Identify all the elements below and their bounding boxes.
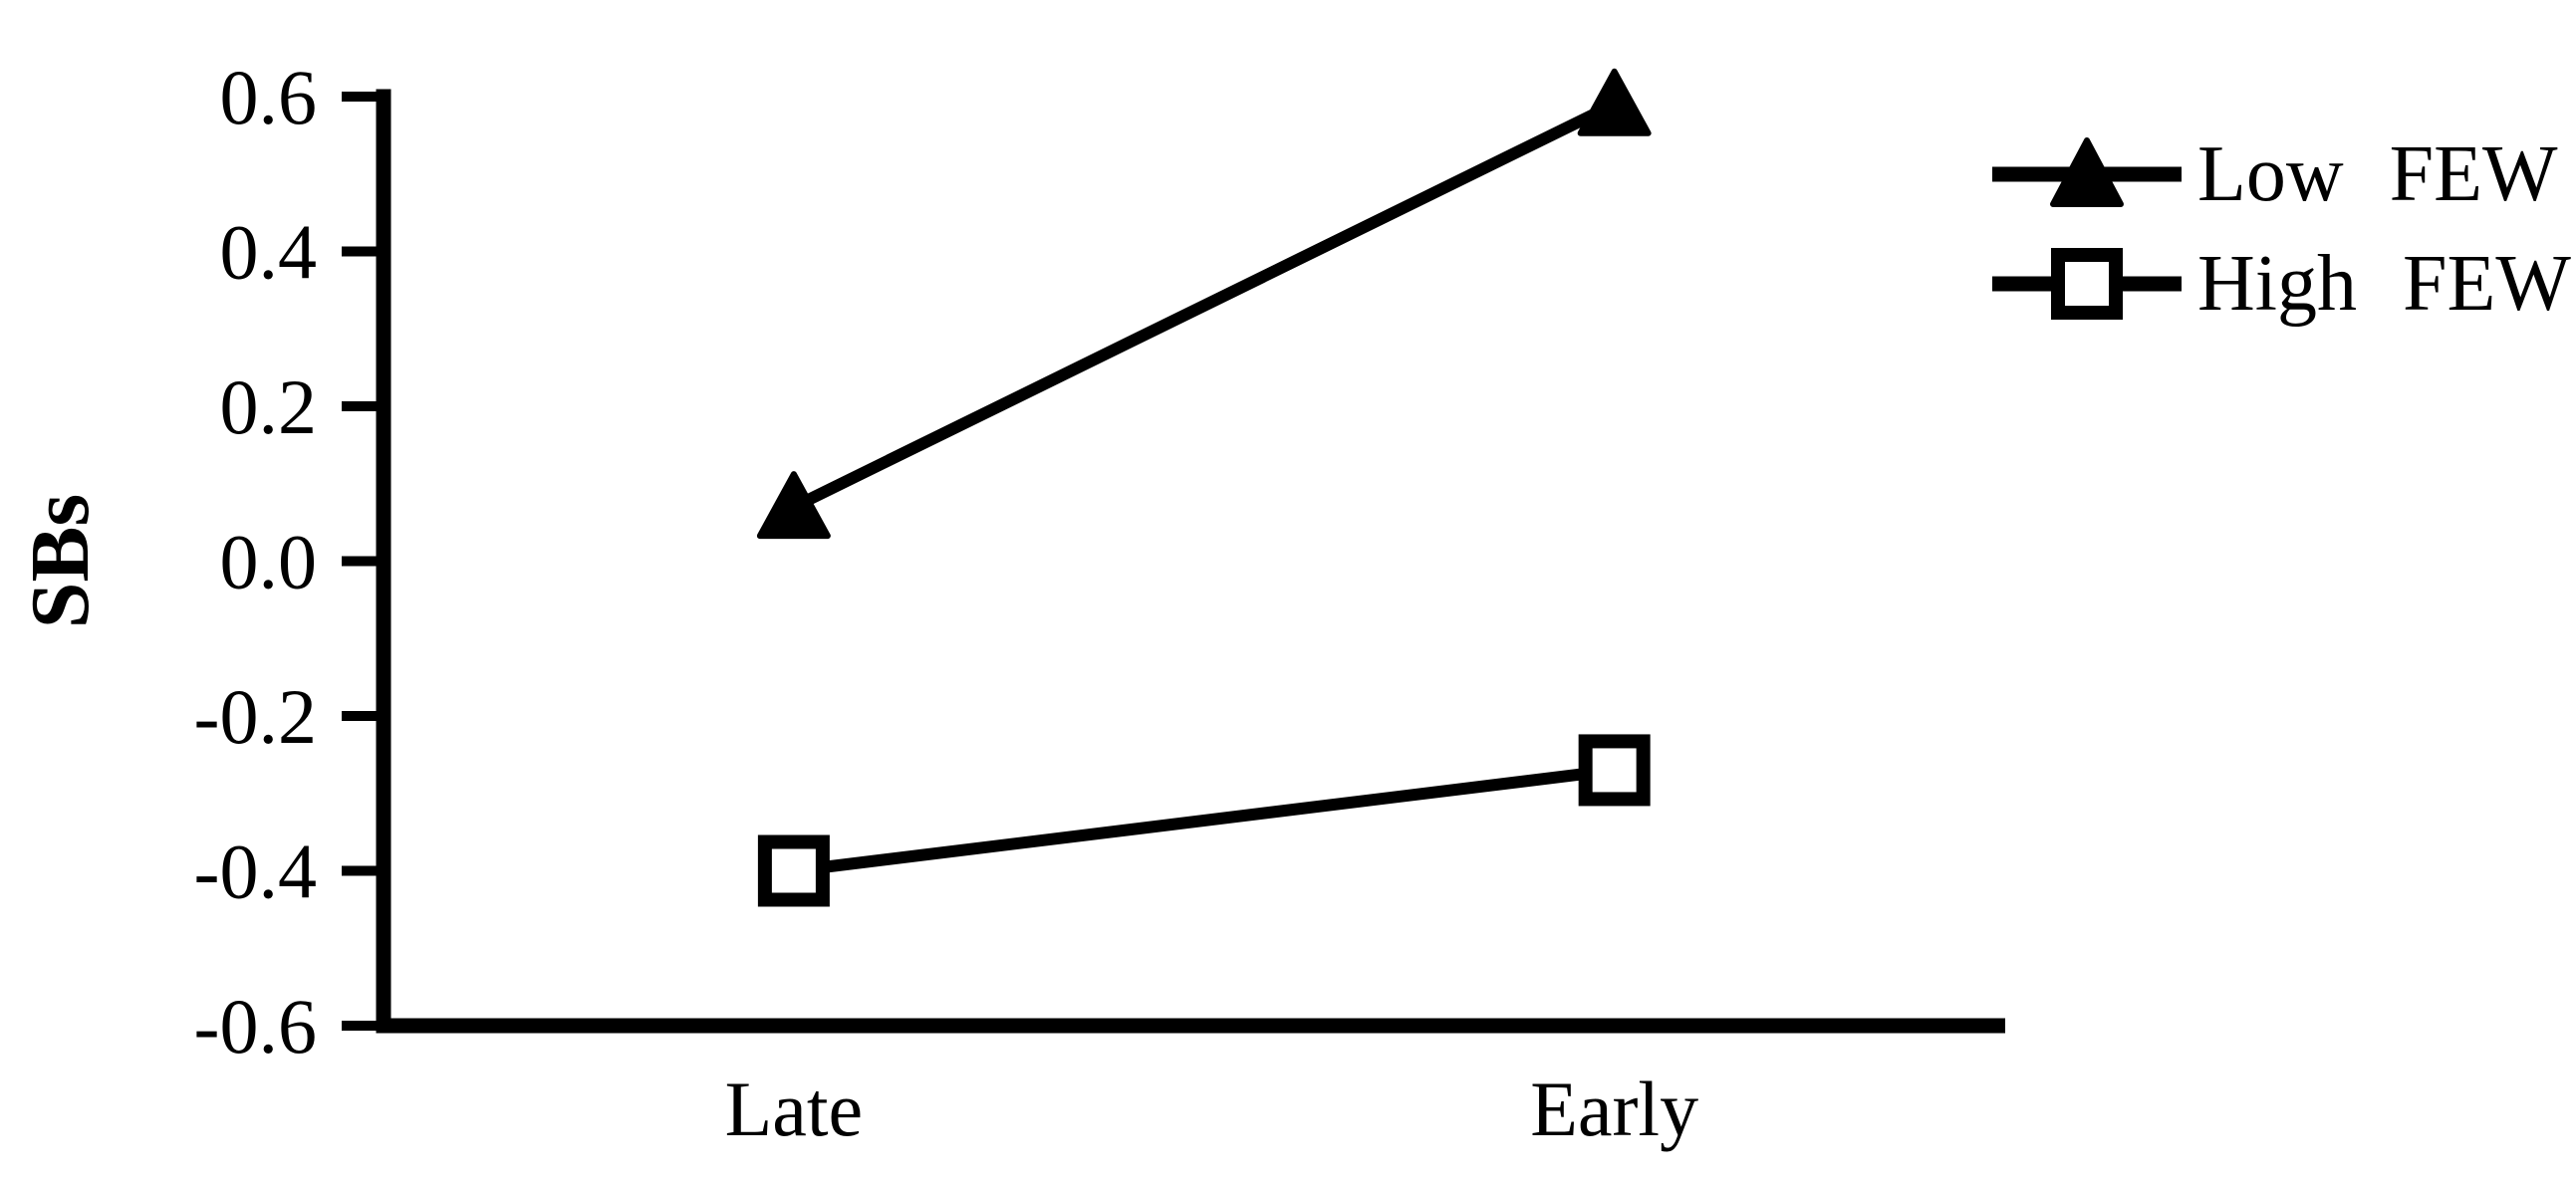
y-axis-title: SBs [14,494,107,628]
legend-item-low-few: Low FEW [1992,134,2558,214]
filled-triangle-icon [2050,137,2124,207]
y-tick-label: 0.2 [220,363,318,450]
y-tick-label: 0.0 [220,519,318,605]
open-square-icon [2051,248,2123,320]
data-point-filled-triangle [756,471,831,540]
y-tick-label: -0.2 [194,673,317,760]
y-tick-label: -0.6 [194,983,317,1069]
x-tick-label-late: Late [725,1066,864,1152]
y-tick-label: -0.4 [194,829,317,915]
y-tick-label: 0.6 [220,54,318,140]
legend-item-high-few: High FEW [1992,244,2571,324]
y-tick-label: 0.4 [220,209,318,296]
legend-open-square-marker-icon [1992,248,2182,320]
data-point-open-square [757,834,830,907]
series-line-high-few [793,764,1616,877]
data-point-open-square [1578,734,1651,807]
x-tick-label-early: Early [1530,1066,1698,1152]
series-line-low-few [791,99,1618,513]
legend-filled-triangle-marker-icon [1992,137,2182,207]
axis-lines [376,89,2005,1034]
legend-label-high-few: High FEW [2197,240,2571,328]
data-point-filled-triangle [1577,68,1652,136]
legend-label-low-few: Low FEW [2197,130,2558,218]
